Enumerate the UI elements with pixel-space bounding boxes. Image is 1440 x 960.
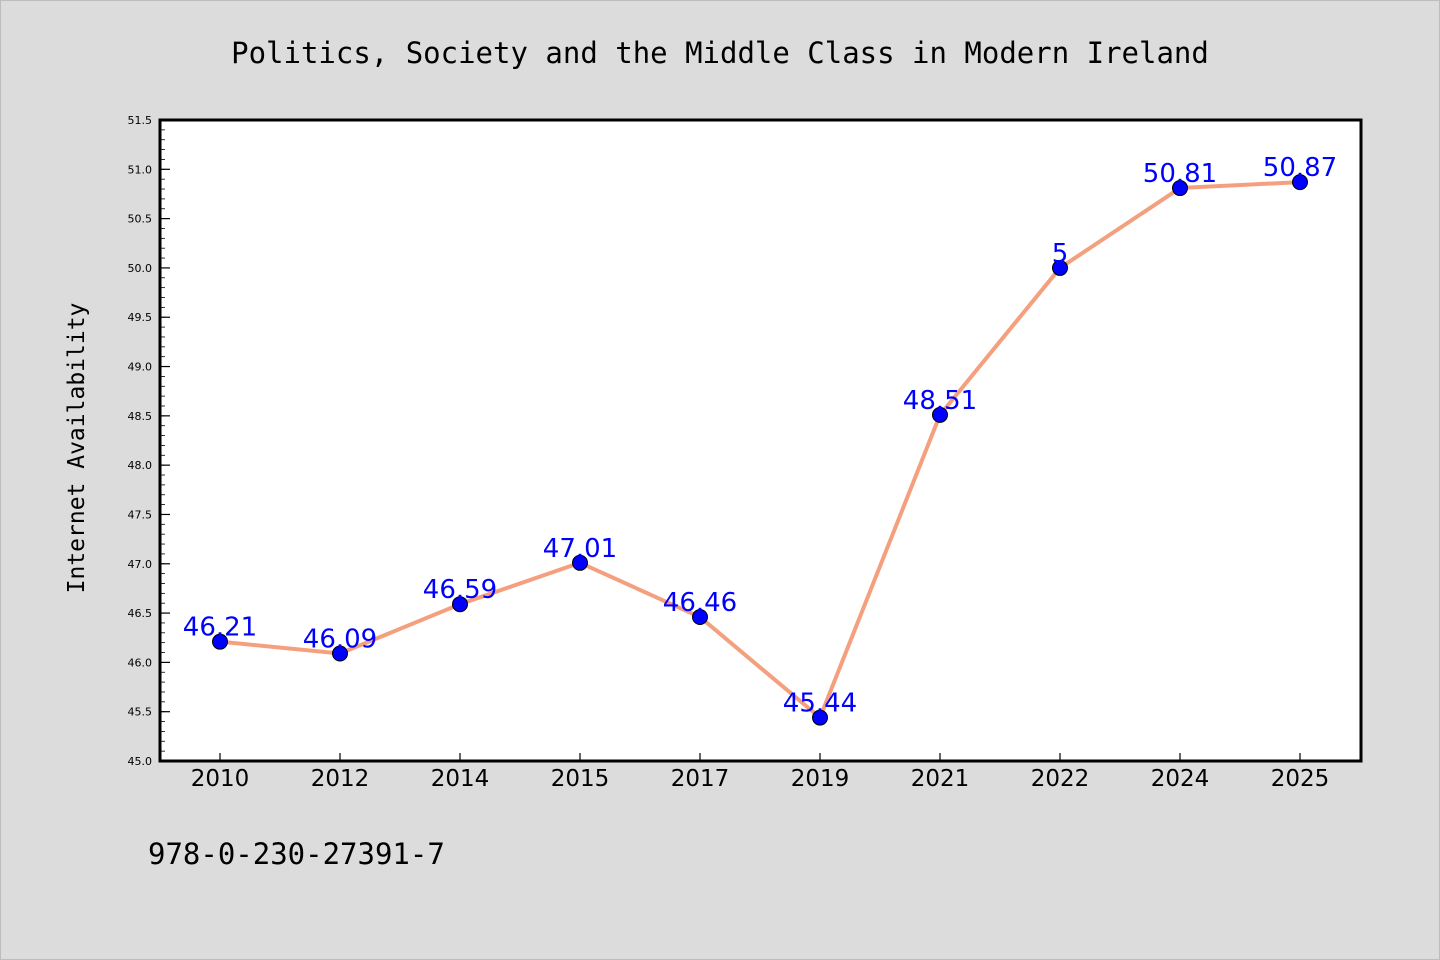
data-label: 46.46 <box>663 588 737 618</box>
y-tick-label: 50.5 <box>128 213 153 226</box>
series-line <box>219 180 1301 720</box>
y-tick-label: 49.0 <box>128 361 153 374</box>
data-label: 50.87 <box>1263 153 1337 183</box>
x-tick-label: 2024 <box>1151 766 1210 792</box>
data-label: 46.59 <box>423 575 497 605</box>
data-label: 45.44 <box>783 689 857 719</box>
data-label: 48.51 <box>903 386 977 416</box>
y-tick-label: 51.5 <box>128 114 153 127</box>
y-tick-label: 51.0 <box>128 163 153 176</box>
data-point <box>812 709 828 726</box>
y-tick-label: 49.5 <box>128 311 153 324</box>
x-tick-label: 2019 <box>791 766 850 792</box>
plot-frame <box>158 118 1363 763</box>
data-label: 46.21 <box>183 613 257 643</box>
y-tick-label: 46.5 <box>128 607 153 620</box>
x-tick-label: 2017 <box>671 766 730 792</box>
y-tick-label: 47.5 <box>128 508 153 521</box>
data-point <box>1172 180 1188 197</box>
x-tick-label: 2022 <box>1031 766 1090 792</box>
plot-area <box>160 120 1361 761</box>
data-label: 47.01 <box>543 534 617 564</box>
data-label: 5 <box>1052 239 1069 269</box>
data-point <box>1292 174 1308 191</box>
y-tick-label: 46.0 <box>128 656 153 669</box>
y-axis-label: Internet Availability <box>64 303 90 594</box>
data-point <box>572 554 588 571</box>
x-tick-label: 2015 <box>551 766 610 792</box>
x-axis-ticks: 2010 2012 2014 2015 2017 2019 2021 2022 2024 2025 <box>191 753 1330 792</box>
data-label: 46.09 <box>303 625 377 655</box>
data-point <box>452 596 468 613</box>
y-tick-label: 47.0 <box>128 558 153 571</box>
chart-title: Politics, Society and the Middle Class i… <box>231 36 1209 70</box>
x-tick-label: 2014 <box>431 766 490 792</box>
data-point <box>1052 259 1068 276</box>
y-tick-label: 50.0 <box>128 262 153 275</box>
x-tick-label: 2021 <box>911 766 970 792</box>
data-point <box>212 633 228 650</box>
y-axis-ticks: 45.0 45.5 46.0 46.5 47.0 47.5 48.0 48.5 49.0 49.5… <box>128 114 170 768</box>
data-point <box>692 609 708 626</box>
y-tick-label: 48.0 <box>128 459 153 472</box>
x-tick-label: 2012 <box>311 766 370 792</box>
isbn-text: 978-0-230-27391-7 <box>148 837 445 871</box>
data-point <box>332 645 348 662</box>
x-tick-label: 2010 <box>191 766 250 792</box>
data-markers <box>212 174 1308 726</box>
y-tick-label: 45.5 <box>128 706 153 719</box>
data-point <box>932 406 948 423</box>
y-tick-label: 45.0 <box>128 755 153 768</box>
data-label: 50.81 <box>1143 159 1217 189</box>
y-tick-label: 48.5 <box>128 410 153 423</box>
data-labels: 46.21 46.09 46.59 47.01 46.46 45.44 48.51 5 50.8… <box>183 153 1337 718</box>
x-tick-label: 2025 <box>1271 766 1330 792</box>
